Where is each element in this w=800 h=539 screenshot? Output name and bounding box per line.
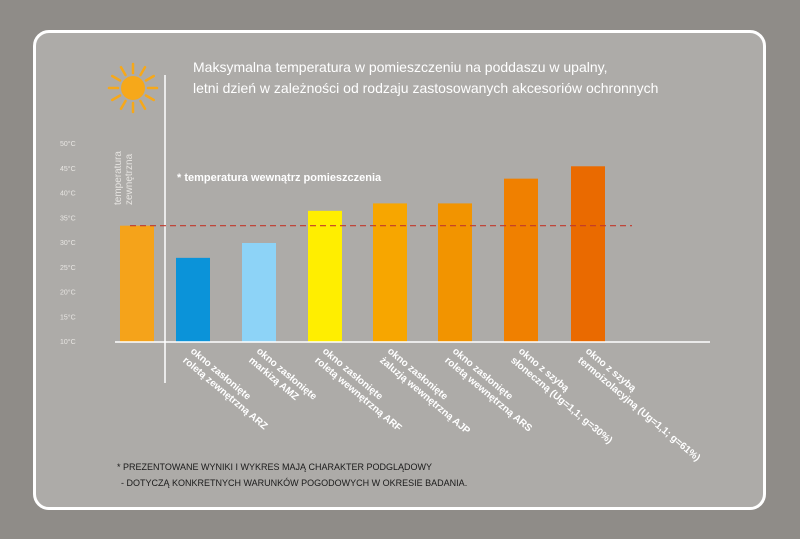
y-tick-label: 10°C: [60, 338, 76, 346]
y-axis-label-line: zewnętrzna: [124, 153, 135, 205]
axes: [115, 75, 710, 383]
annotation-text: * temperatura wewnątrz pomieszczenia: [177, 172, 382, 184]
sun-ray: [144, 74, 156, 82]
y-tick-label: 40°C: [60, 190, 76, 198]
bar: [242, 243, 276, 342]
y-axis-ticks: 10°C 15°C 20°C 25°C 30°C 35°C 40°C 45°C 50°C: [60, 140, 76, 346]
bar: [504, 178, 538, 342]
y-tick-label: 50°C: [60, 140, 76, 148]
category-labels: okno zasłonięteroletą zewnętrzną ARZokno…: [180, 346, 709, 464]
sun-ray: [119, 65, 127, 77]
sun-ray: [139, 65, 147, 77]
y-tick-label: 20°C: [60, 289, 76, 297]
y-tick-label: 25°C: [60, 264, 76, 272]
sun-ray: [110, 94, 122, 102]
y-axis-label-line: temperatura: [113, 151, 124, 205]
bar: [176, 257, 210, 342]
y-tick-label: 30°C: [60, 239, 76, 247]
bar: [120, 225, 154, 342]
chart-title-line: Maksymalna temperatura w pomieszczeniu n…: [193, 59, 608, 75]
sun-ray: [139, 99, 147, 111]
y-tick-label: 45°C: [60, 165, 76, 173]
y-tick-label: 15°C: [60, 313, 76, 321]
sun-icon: [107, 62, 159, 114]
sun-ray: [110, 74, 122, 82]
annotation: * temperatura wewnątrz pomieszczenia: [177, 172, 382, 184]
footnote: - DOTYCZĄ KONKRETNYCH WARUNKÓW POGODOWYC…: [121, 478, 467, 488]
x-tick-label: okno z szybątermoizolacyjną (Ug=1,1; g=6…: [575, 346, 709, 464]
bar: [571, 166, 605, 342]
y-tick-label: 35°C: [60, 214, 76, 222]
sun-disc: [121, 76, 145, 100]
chart-title: Maksymalna temperatura w pomieszczeniu n…: [193, 59, 658, 96]
y-axis-label: temperatura zewnętrzna: [113, 151, 135, 205]
sun-ray: [144, 94, 156, 102]
x-tick-label: okno zasłoniętemarkizą AMZ: [246, 346, 319, 412]
bars: [120, 166, 605, 342]
bar: [308, 210, 342, 342]
bar: [373, 203, 407, 342]
bar: [438, 203, 472, 342]
x-tick-label-line: termoizolacyjną (Ug=1,1; g=61%): [575, 355, 702, 464]
footnote: * PREZENTOWANE WYNIKI I WYKRES MAJĄ CHAR…: [117, 462, 432, 472]
sun-ray: [119, 99, 127, 111]
footnotes: * PREZENTOWANE WYNIKI I WYKRES MAJĄ CHAR…: [117, 462, 467, 488]
chart-title-line: letni dzień w zależności od rodzaju zast…: [193, 80, 658, 96]
